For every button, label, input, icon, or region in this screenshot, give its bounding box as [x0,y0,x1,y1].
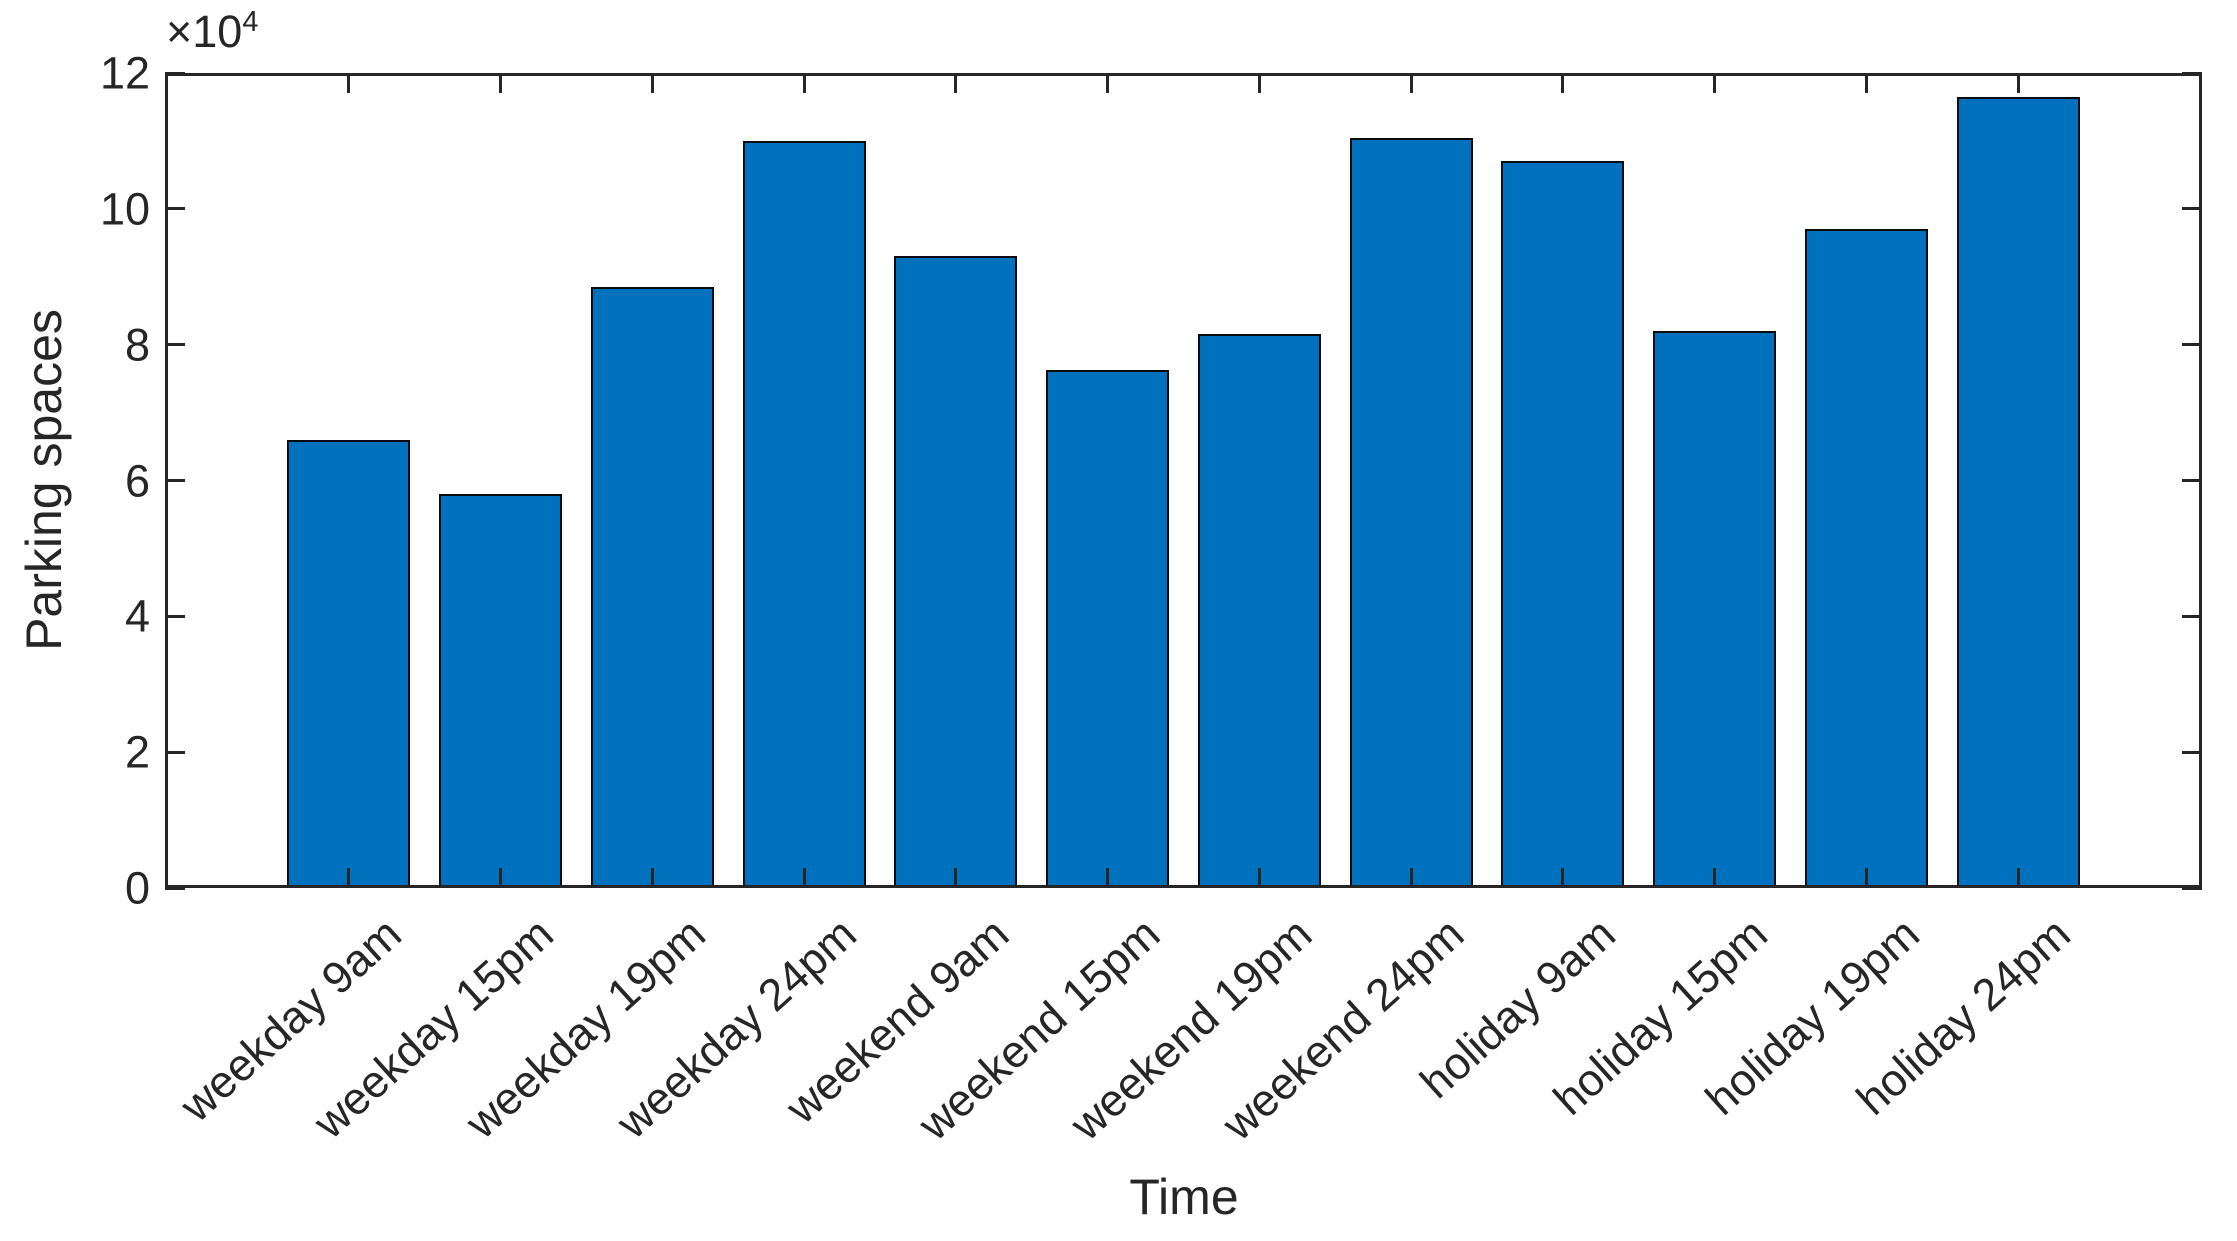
x-tick-top [1561,73,1565,93]
x-tick-bottom [954,868,958,888]
x-tick-bottom [347,868,351,888]
x-tick-top [347,73,351,93]
y-tick-label: 12 [99,47,150,99]
bar-holiday-9am [1501,161,1625,888]
x-axis-title: Time [1129,1169,1239,1225]
bar-holiday-15pm [1653,331,1777,888]
x-tick-bottom [650,868,654,888]
y-tick-right [2182,479,2202,482]
y-tick-right [2182,207,2202,211]
y-tick-right [2182,886,2202,890]
x-tick-top [954,73,958,93]
bar-holiday-19pm [1804,229,1928,888]
x-tick-bottom [1106,868,1110,888]
bar-weekend-24pm [1349,137,1473,888]
y-tick-label: 2 [124,726,150,778]
y-tick-label: 8 [124,319,150,371]
y-tick-label: 10 [99,183,150,235]
bar-holiday-24pm [1956,96,2080,888]
plot-area [165,71,2202,890]
y-tick-left [165,71,185,75]
bar-weekend-19pm [1197,334,1321,888]
x-tick-top [1864,73,1868,93]
x-tick-top [1409,73,1413,93]
x-tick-bottom [1713,868,1717,888]
x-tick-top [1106,73,1110,93]
x-tick-bottom [1409,868,1413,888]
bar-weekday-24pm [742,140,866,888]
y-tick-left [165,750,185,754]
y-tick-left [165,886,185,890]
y-tick-left [165,207,185,211]
x-tick-top [1257,73,1261,93]
y-tick-label: 0 [124,862,150,914]
x-tick-bottom [1864,868,1868,888]
y-tick-right [2182,71,2202,75]
bar-weekday-9am [287,439,411,888]
bar-weekend-15pm [1046,369,1170,888]
y-tick-right [2182,343,2202,347]
x-tick-bottom [1257,868,1261,888]
y-tick-right [2182,614,2202,618]
exponent-power: 4 [242,6,259,38]
x-tick-top [499,73,503,93]
y-tick-left [165,479,185,482]
y-tick-right [2182,750,2202,754]
y-axis-exponent-label: ×104 [166,8,258,54]
x-tick-top [1713,73,1717,93]
y-tick-label: 6 [124,455,150,506]
y-tick-left [165,343,185,347]
bar-weekday-15pm [439,494,563,888]
y-tick-label: 4 [124,590,150,642]
bar-weekend-9am [894,256,1018,888]
x-tick-top [2016,73,2020,93]
x-tick-bottom [1561,868,1565,888]
x-tick-bottom [499,868,503,888]
x-tick-top [802,73,806,93]
x-tick-bottom [802,868,806,888]
exponent-base: ×10 [166,6,243,57]
x-tick-bottom [2016,868,2020,888]
bar-weekday-19pm [590,286,714,888]
y-tick-left [165,614,185,618]
x-tick-top [650,73,654,93]
